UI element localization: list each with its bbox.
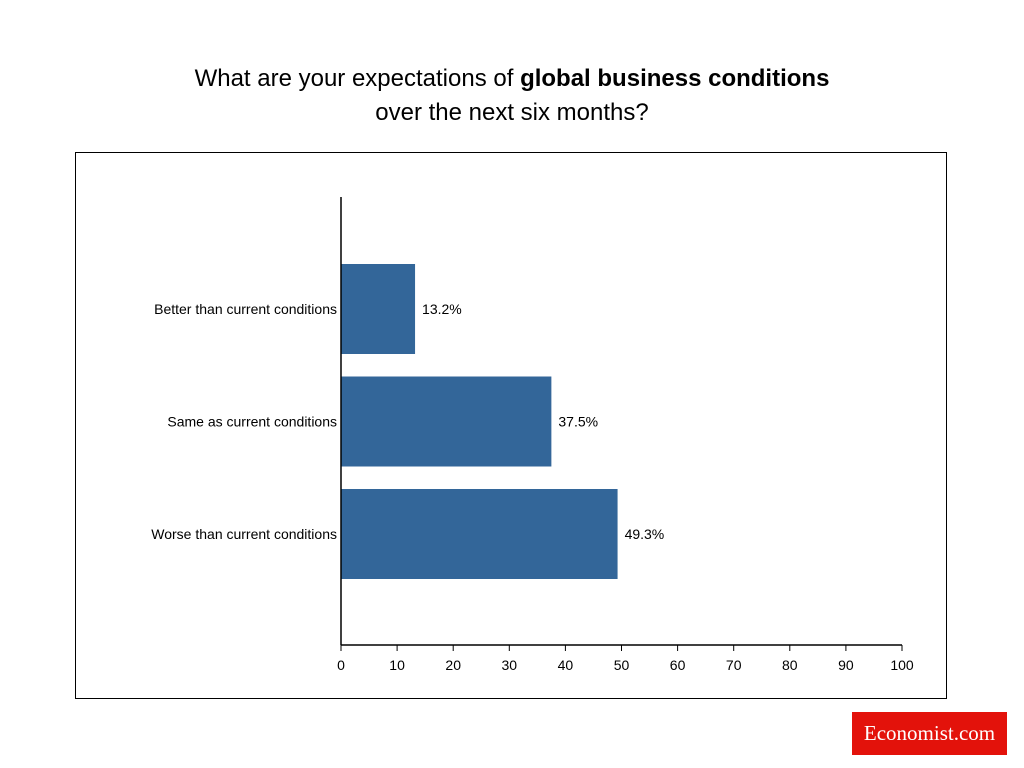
x-tick-label: 10 (389, 657, 405, 673)
data-label: 13.2% (422, 301, 462, 317)
title-line-2: over the next six months? (375, 99, 649, 126)
chart-frame (75, 152, 947, 699)
bar (341, 489, 618, 579)
x-tick-label: 80 (782, 657, 798, 673)
x-tick-label: 70 (726, 657, 742, 673)
category-label: Same as current conditions (167, 414, 337, 430)
x-tick-label: 40 (558, 657, 574, 673)
x-tick-label: 0 (337, 657, 345, 673)
data-label: 49.3% (625, 526, 665, 542)
title-line-1: What are your expectations of global bus… (0, 62, 1024, 96)
data-label: 37.5% (558, 414, 598, 430)
category-label: Better than current conditions (154, 301, 337, 317)
x-tick-label: 50 (614, 657, 630, 673)
x-tick-label: 90 (838, 657, 854, 673)
bar (341, 264, 416, 354)
category-label: Worse than current conditions (151, 526, 337, 542)
x-tick-label: 20 (445, 657, 461, 673)
bar (341, 376, 552, 467)
logo-text: Economist.com (863, 721, 996, 745)
chart-title: What are your expectations of global bus… (0, 62, 1024, 130)
economist-logo[interactable]: Economist.com (852, 712, 1007, 755)
title-emphasis: global business conditions (520, 65, 830, 92)
x-tick-label: 30 (502, 657, 518, 673)
x-tick-label: 60 (670, 657, 686, 673)
title-prefix: What are your expectations of (194, 65, 521, 92)
x-tick-label: 100 (890, 657, 914, 673)
